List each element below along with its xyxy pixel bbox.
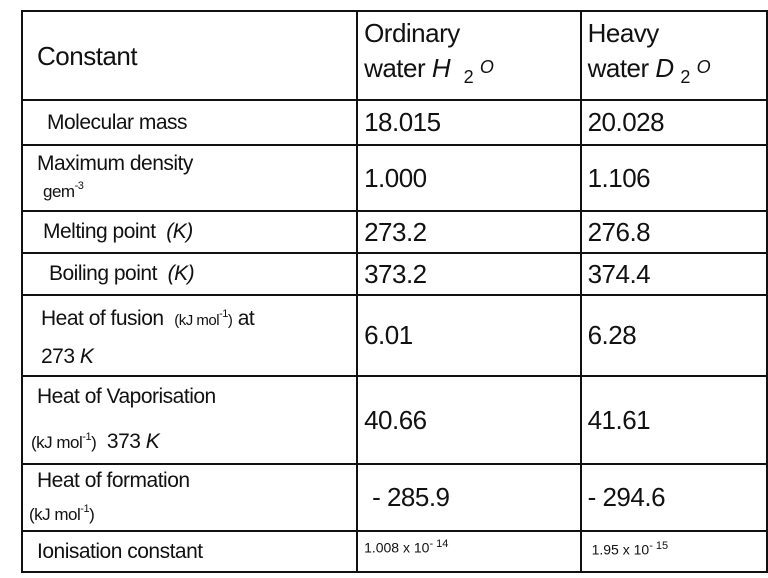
table-row: Ionisation constant 1.008 x 10- 14 1.95 …: [20, 530, 768, 573]
label-unit: (K): [167, 262, 195, 285]
unit-exponent: -1: [219, 308, 228, 320]
unit-exponent: -3: [74, 180, 84, 192]
unit-close: ): [91, 433, 97, 452]
table-row: Melting point (K) 273.2 276.8: [20, 210, 768, 254]
h2o-value: 40.66: [356, 375, 582, 465]
header-constant: Constant: [20, 10, 359, 101]
header-heavy-line2: water: [587, 53, 650, 84]
table-row: Molecular mass 18.015 20.028: [20, 99, 768, 146]
header-heavy-water: Heavy water D 2 O: [579, 10, 768, 101]
h2o-value: 1.008 x 10- 14: [356, 530, 582, 573]
header-ordinary-line2: water: [364, 53, 426, 84]
d-symbol: D: [655, 53, 674, 84]
d-subscript: 2: [680, 67, 690, 88]
h2o-exponent: - 14: [429, 538, 449, 550]
table-row: Boiling point (K) 373.2 374.4: [20, 252, 768, 296]
h-symbol: H: [431, 53, 451, 84]
label-text: Heat of Vaporisation: [37, 385, 216, 408]
header-ordinary-line1: Ordinary: [364, 18, 460, 49]
d2o-value: 374.4: [579, 252, 768, 296]
row-label: Maximum density gem-3: [20, 144, 359, 212]
row-label: Ionisation constant: [20, 530, 359, 573]
row-label: Boiling point (K): [20, 252, 359, 296]
d2o-value: 1.95 x 10- 15: [579, 530, 768, 573]
h2o-value: 373.2: [356, 252, 582, 296]
unit-close: ): [227, 312, 233, 329]
row-label: Heat of fusion (kJ mol-1) at 273 K: [20, 294, 359, 377]
label-text: Melting point: [43, 220, 156, 243]
d2o-value: 276.8: [579, 210, 768, 254]
header-row: Constant Ordinary water H 2 O Heavy wate…: [20, 10, 768, 101]
row-label: Melting point (K): [20, 210, 359, 254]
d2o-value: 6.28: [579, 294, 768, 377]
label-unit: (kJ mol: [174, 312, 220, 329]
table-row: Heat of Vaporisation (kJ mol-1) 373 K 40…: [20, 375, 768, 465]
h2o-value: 1.000: [356, 144, 582, 212]
table-row: Heat of formation (kJ mol-1) - 285.9 - 2…: [20, 463, 768, 532]
unit-exponent: -1: [82, 431, 92, 443]
h2o-value: - 285.9: [356, 463, 582, 532]
table-row: Heat of fusion (kJ mol-1) at 273 K 6.01 …: [20, 294, 768, 377]
row-label: Molecular mass: [20, 99, 359, 146]
h2o-value: 6.01: [356, 294, 582, 377]
label-unit: gem: [43, 182, 75, 201]
label-suffix: at: [237, 307, 255, 330]
label-text: Boiling point: [49, 262, 157, 285]
h2o-value: 273.2: [356, 210, 582, 254]
h-subscript: 2: [463, 67, 474, 88]
label-text: Heat of formation: [37, 468, 190, 492]
o-symbol: O: [479, 57, 494, 78]
row-label: Heat of Vaporisation (kJ mol-1) 373 K: [20, 375, 359, 465]
d2o-mantissa: 1.95 x 10: [591, 541, 650, 558]
d2o-exponent: - 15: [649, 540, 669, 552]
label-temperature-unit: K: [145, 430, 160, 453]
d2o-value: 1.106: [579, 144, 768, 212]
label-unit: (kJ mol: [31, 433, 83, 452]
unit-exponent: -1: [80, 502, 90, 515]
label-unit: (kJ mol: [29, 504, 81, 524]
table-row: Maximum density gem-3 1.000 1.106: [20, 144, 768, 212]
d2o-value: 20.028: [579, 99, 768, 146]
o-symbol: O: [696, 57, 711, 78]
label-temperature-unit: K: [79, 345, 94, 368]
label-text: Heat of fusion: [41, 307, 164, 330]
h2o-mantissa: 1.008 x 10: [364, 539, 430, 556]
header-ordinary-water: Ordinary water H 2 O: [356, 10, 582, 101]
header-heavy-line1: Heavy: [587, 18, 660, 49]
d2o-value: 41.61: [579, 375, 768, 465]
label-text: Maximum density: [37, 152, 193, 175]
d2o-value: - 294.6: [579, 463, 768, 532]
water-constants-table: Constant Ordinary water H 2 O Heavy wate…: [20, 10, 768, 573]
label-temperature: 273: [41, 345, 75, 368]
label-temperature: 373: [106, 430, 141, 453]
unit-close: ): [89, 504, 95, 524]
label-unit: (K): [166, 220, 193, 243]
h2o-value: 18.015: [356, 99, 582, 146]
row-label: Heat of formation (kJ mol-1): [20, 463, 359, 532]
